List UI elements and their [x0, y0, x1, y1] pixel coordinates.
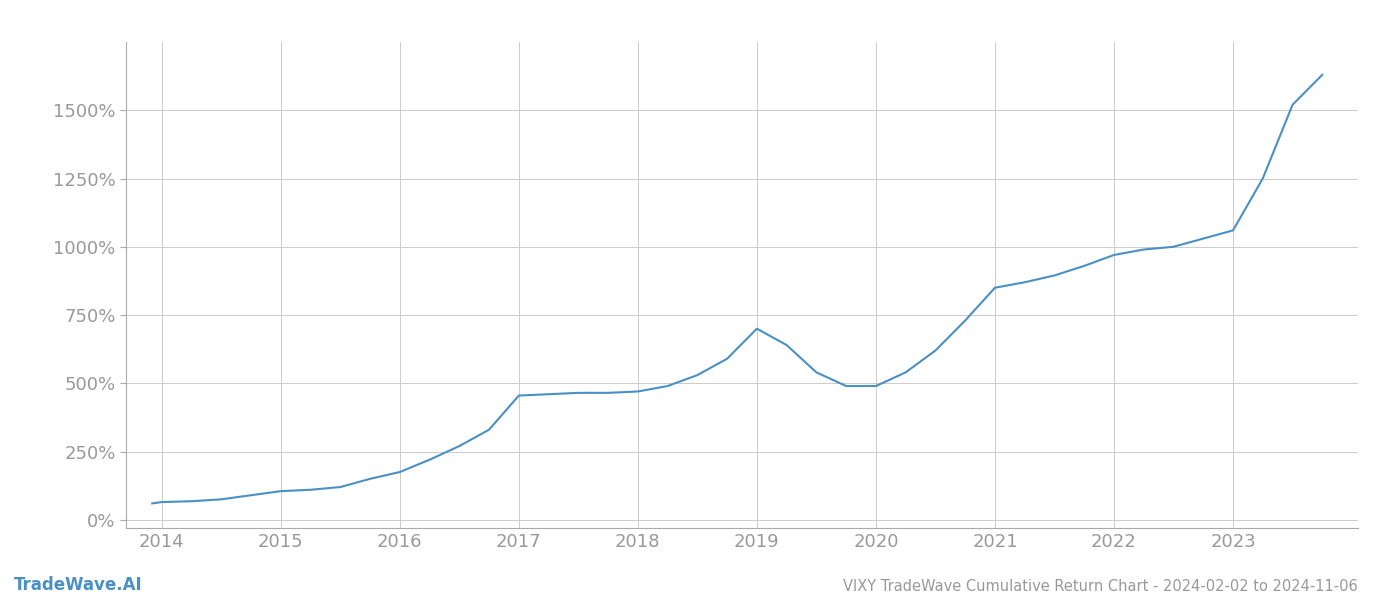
Text: TradeWave.AI: TradeWave.AI	[14, 576, 143, 594]
Text: VIXY TradeWave Cumulative Return Chart - 2024-02-02 to 2024-11-06: VIXY TradeWave Cumulative Return Chart -…	[843, 579, 1358, 594]
